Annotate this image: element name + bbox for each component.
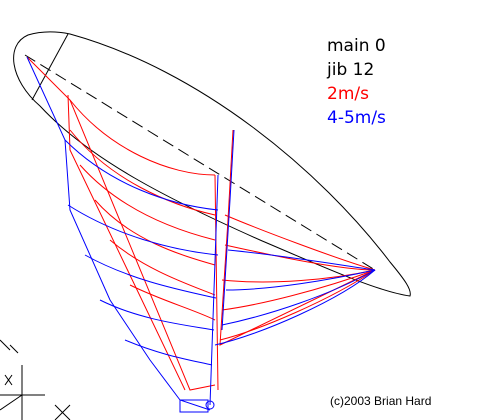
sail-red [26,56,376,391]
hull [13,31,411,297]
sail-blue [26,56,376,413]
legend-line: main 0 [327,36,386,56]
legend-entry: 4-5m/s [327,108,386,128]
legend-line: jib 12 [326,60,374,80]
credit: (c)2003 Brian Hard [330,394,431,408]
legend: main 0 jib 12 2m/s 4-5m/s [326,36,386,128]
legend-entry: 2m/s [327,84,369,104]
axis-icon [0,339,71,420]
